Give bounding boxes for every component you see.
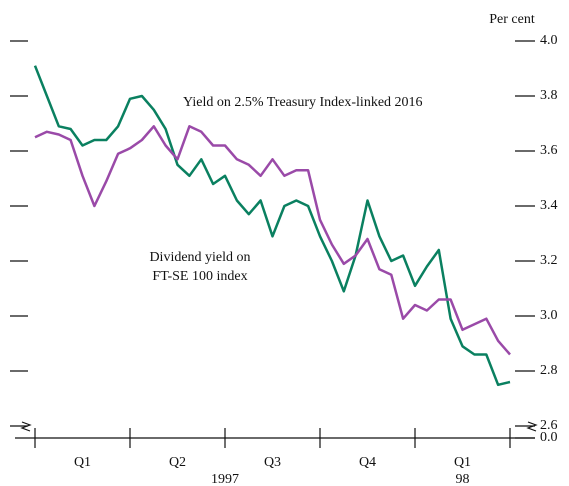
x-tick-label: Q2 [169, 455, 186, 470]
x-group-label: 1997 [211, 472, 239, 486]
x-tick-label: Q1 [74, 455, 91, 470]
series-line [34, 125, 511, 356]
series-line [33, 65, 511, 387]
y-tick-label: 4.0 [540, 33, 558, 48]
annotation: Yield on 2.5% Treasury Index-linked 2016 [183, 95, 423, 110]
y-tick-label: 3.4 [540, 198, 558, 213]
x-tick-label: Q4 [359, 455, 376, 470]
y-tick-label: 0.0 [540, 430, 558, 445]
y-tick-label: 3.6 [540, 143, 558, 158]
y-tick-label: 2.8 [540, 363, 558, 378]
annotation: Dividend yield on [149, 250, 250, 265]
annotation: FT-SE 100 index [152, 269, 247, 284]
y-tick-label: 3.2 [540, 253, 558, 268]
y-tick-label: 3.8 [540, 88, 558, 103]
y-tick-label: 3.0 [540, 308, 558, 323]
y-tick-label: 2.6 [540, 418, 558, 433]
x-group-label: 98 [456, 472, 470, 486]
x-tick-label: Q3 [264, 455, 281, 470]
y-unit-label: Per cent [489, 12, 535, 27]
x-tick-label: Q1 [454, 455, 471, 470]
